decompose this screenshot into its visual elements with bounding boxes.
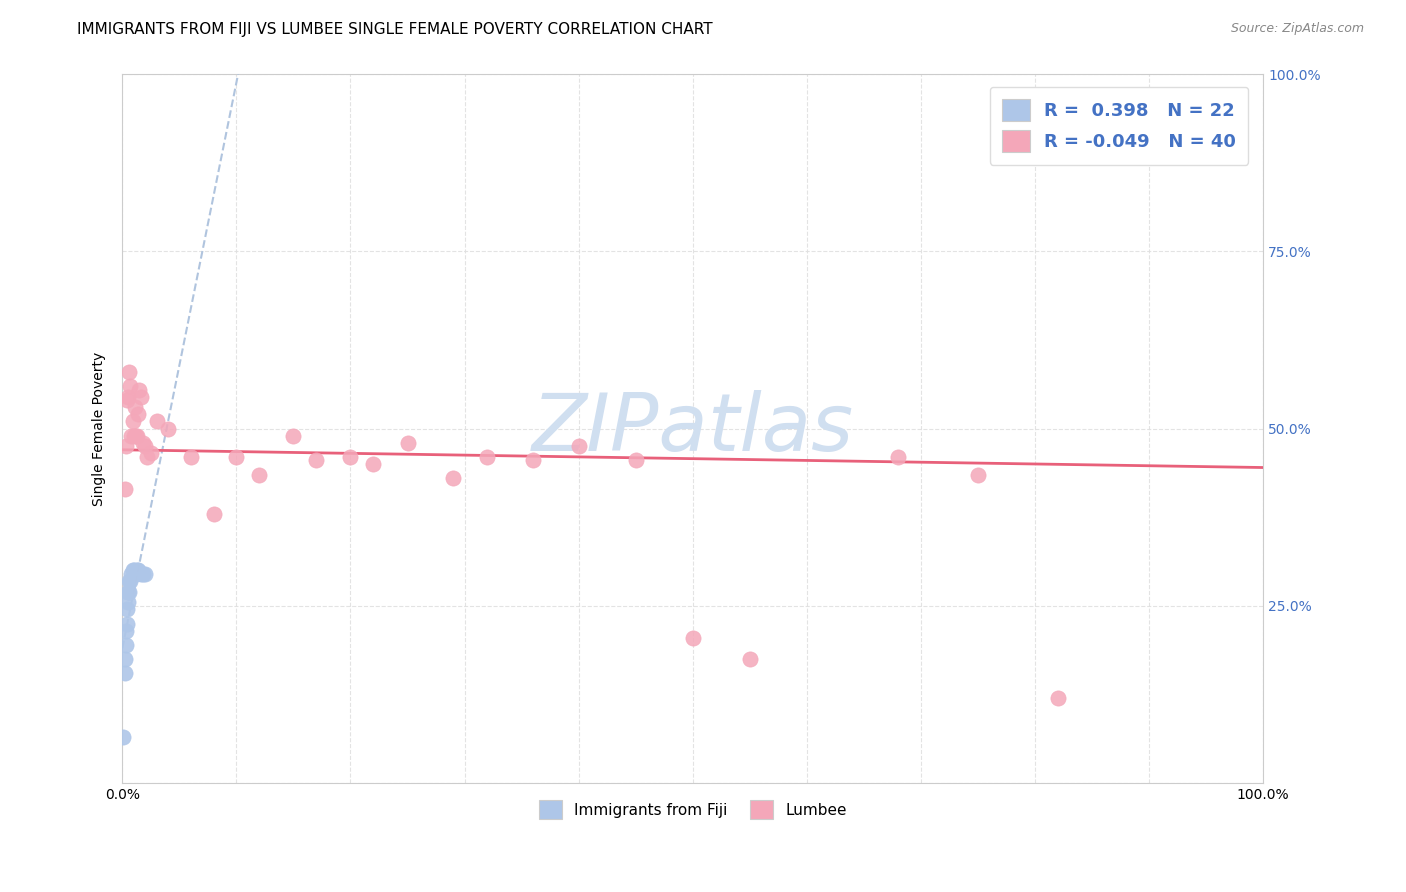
Point — [738, 652, 761, 666]
Point — [202, 507, 225, 521]
Point — [682, 631, 704, 645]
Point — [114, 624, 136, 638]
Point — [624, 453, 647, 467]
Point — [522, 453, 544, 467]
Text: ZIPatlas: ZIPatlas — [531, 390, 853, 467]
Point — [125, 566, 148, 581]
Point — [115, 602, 138, 616]
Point — [118, 365, 141, 379]
Point — [125, 428, 148, 442]
Point — [117, 595, 139, 609]
Point — [967, 467, 990, 482]
Point — [124, 566, 146, 581]
Point — [225, 450, 247, 464]
Point — [568, 439, 591, 453]
Point — [363, 457, 385, 471]
Point — [114, 652, 136, 666]
Point — [122, 563, 145, 577]
Point — [114, 666, 136, 681]
Point — [1046, 690, 1069, 705]
Point — [121, 414, 143, 428]
Point — [145, 414, 167, 428]
Point — [136, 450, 159, 464]
Point — [124, 401, 146, 415]
Point — [180, 450, 202, 464]
Point — [441, 471, 464, 485]
Point — [120, 428, 142, 442]
Point — [134, 566, 156, 581]
Y-axis label: Single Female Poverty: Single Female Poverty — [93, 351, 107, 506]
Legend: Immigrants from Fiji, Lumbee: Immigrants from Fiji, Lumbee — [533, 794, 853, 825]
Point — [305, 453, 328, 467]
Point — [127, 563, 149, 577]
Point — [339, 450, 361, 464]
Point — [128, 383, 150, 397]
Point — [887, 450, 910, 464]
Point — [114, 439, 136, 453]
Text: IMMIGRANTS FROM FIJI VS LUMBEE SINGLE FEMALE POVERTY CORRELATION CHART: IMMIGRANTS FROM FIJI VS LUMBEE SINGLE FE… — [77, 22, 713, 37]
Point — [127, 408, 149, 422]
Point — [132, 435, 155, 450]
Point — [134, 439, 156, 453]
Point — [120, 574, 142, 588]
Point — [139, 446, 162, 460]
Point — [115, 393, 138, 408]
Point — [283, 428, 305, 442]
Point — [127, 428, 149, 442]
Point — [117, 390, 139, 404]
Point — [477, 450, 499, 464]
Text: Source: ZipAtlas.com: Source: ZipAtlas.com — [1230, 22, 1364, 36]
Point — [120, 566, 142, 581]
Point — [132, 566, 155, 581]
Point — [247, 467, 270, 482]
Point — [114, 638, 136, 652]
Point — [129, 390, 152, 404]
Point — [115, 616, 138, 631]
Point — [118, 574, 141, 588]
Point — [120, 379, 142, 393]
Point — [127, 563, 149, 577]
Point — [121, 563, 143, 577]
Point — [112, 730, 135, 744]
Point — [122, 428, 145, 442]
Point — [117, 584, 139, 599]
Point — [396, 435, 419, 450]
Point — [156, 421, 179, 435]
Point — [118, 584, 141, 599]
Point — [114, 482, 136, 496]
Point — [129, 566, 152, 581]
